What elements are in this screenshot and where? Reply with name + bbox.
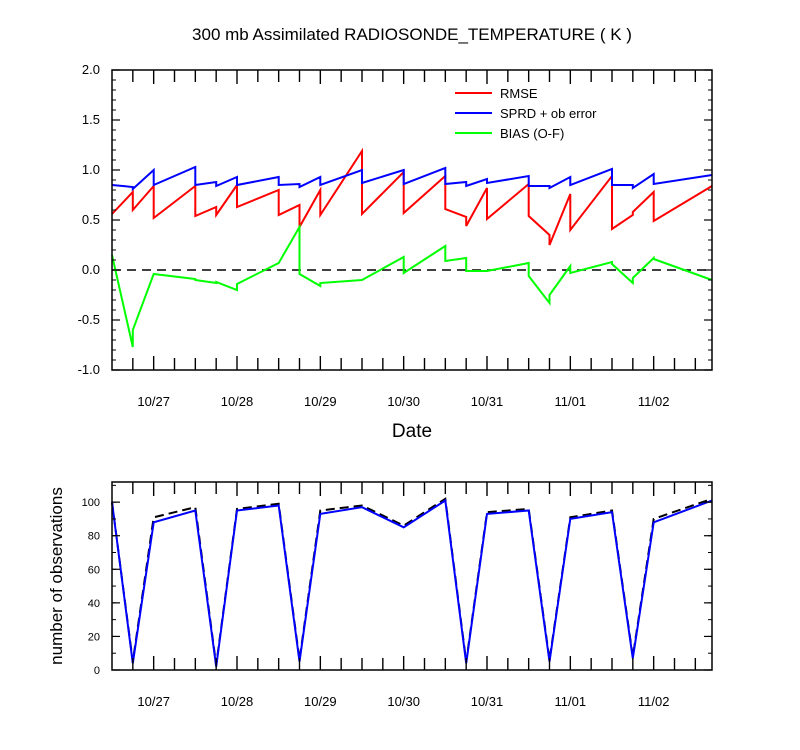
- top-x-axis: 10/27 10/28 10/29 10/30 10/31 11/01 11/02: [132, 70, 697, 409]
- x-tick-label: 11/01: [555, 694, 587, 709]
- chart-title: 300 mb Assimilated RADIOSONDE_TEMPERATUR…: [192, 25, 632, 44]
- y-tick-label: -0.5: [78, 312, 100, 327]
- series-line-observations-possible: [111, 497, 713, 666]
- y-tick-label: 80: [88, 531, 100, 543]
- x-tick-label: 11/01: [555, 394, 587, 409]
- y-tick-label: 60: [88, 564, 100, 576]
- y-tick-label: 2.0: [82, 62, 100, 77]
- legend-entry: SPRD + ob error: [500, 106, 597, 121]
- x-tick-label: 10/28: [221, 694, 254, 709]
- x-tick-label: 10/30: [387, 694, 420, 709]
- top-series-lines: [111, 147, 713, 348]
- series-line-rmse: [111, 147, 713, 246]
- x-tick-label: 10/27: [137, 694, 170, 709]
- y-tick-label: 1.0: [82, 162, 100, 177]
- legend-entry: BIAS (O-F): [500, 126, 564, 141]
- x-tick-label: 10/31: [471, 694, 504, 709]
- y-tick-label: 40: [88, 598, 100, 610]
- x-tick-label: 10/30: [387, 394, 420, 409]
- top-plot-frame: [111, 69, 713, 371]
- series-line-sprd-ob-error: [111, 165, 713, 192]
- bottom-panel: 0 20 40 60 80 100 10/27 10/28 10/29 10/30 10/31 11…: [47, 481, 713, 709]
- x-tick-label: 11/02: [638, 394, 670, 409]
- x-tick-label: 10/27: [137, 394, 170, 409]
- series-line-bias-o-f: [111, 223, 713, 348]
- x-tick-label: 10/31: [471, 394, 504, 409]
- top-y-axis: -1.0 -0.5 0.0 0.5 1.0 1.5 2.0: [78, 62, 712, 377]
- bottom-plot-frame: [111, 481, 713, 671]
- y-tick-label: 20: [88, 631, 100, 643]
- legend: RMSE SPRD + ob error BIAS (O-F): [455, 86, 597, 141]
- y-tick-label: 1.5: [82, 112, 100, 127]
- top-panel: 300 mb Assimilated RADIOSONDE_TEMPERATUR…: [78, 25, 713, 442]
- x-tick-label: 10/28: [221, 394, 254, 409]
- y-tick-label: -1.0: [78, 362, 100, 377]
- y-tick-label: 0.5: [82, 212, 100, 227]
- x-axis-label: Date: [392, 421, 432, 442]
- x-tick-label: 10/29: [304, 394, 337, 409]
- x-tick-label: 11/02: [638, 694, 670, 709]
- x-tick-label: 10/29: [304, 694, 337, 709]
- y-axis-label: number of observations: [47, 487, 66, 665]
- bottom-x-axis: 10/27 10/28 10/29 10/30 10/31 11/01 11/02: [132, 482, 697, 709]
- bottom-series-lines: [111, 497, 713, 667]
- y-tick-label: 0.0: [82, 262, 100, 277]
- y-tick-label: 100: [82, 497, 100, 509]
- legend-entry: RMSE: [500, 86, 538, 101]
- series-line-observations-assimilated: [111, 498, 713, 667]
- bottom-y-axis: 0 20 40 60 80 100: [82, 484, 712, 677]
- y-tick-label: 0: [94, 665, 100, 677]
